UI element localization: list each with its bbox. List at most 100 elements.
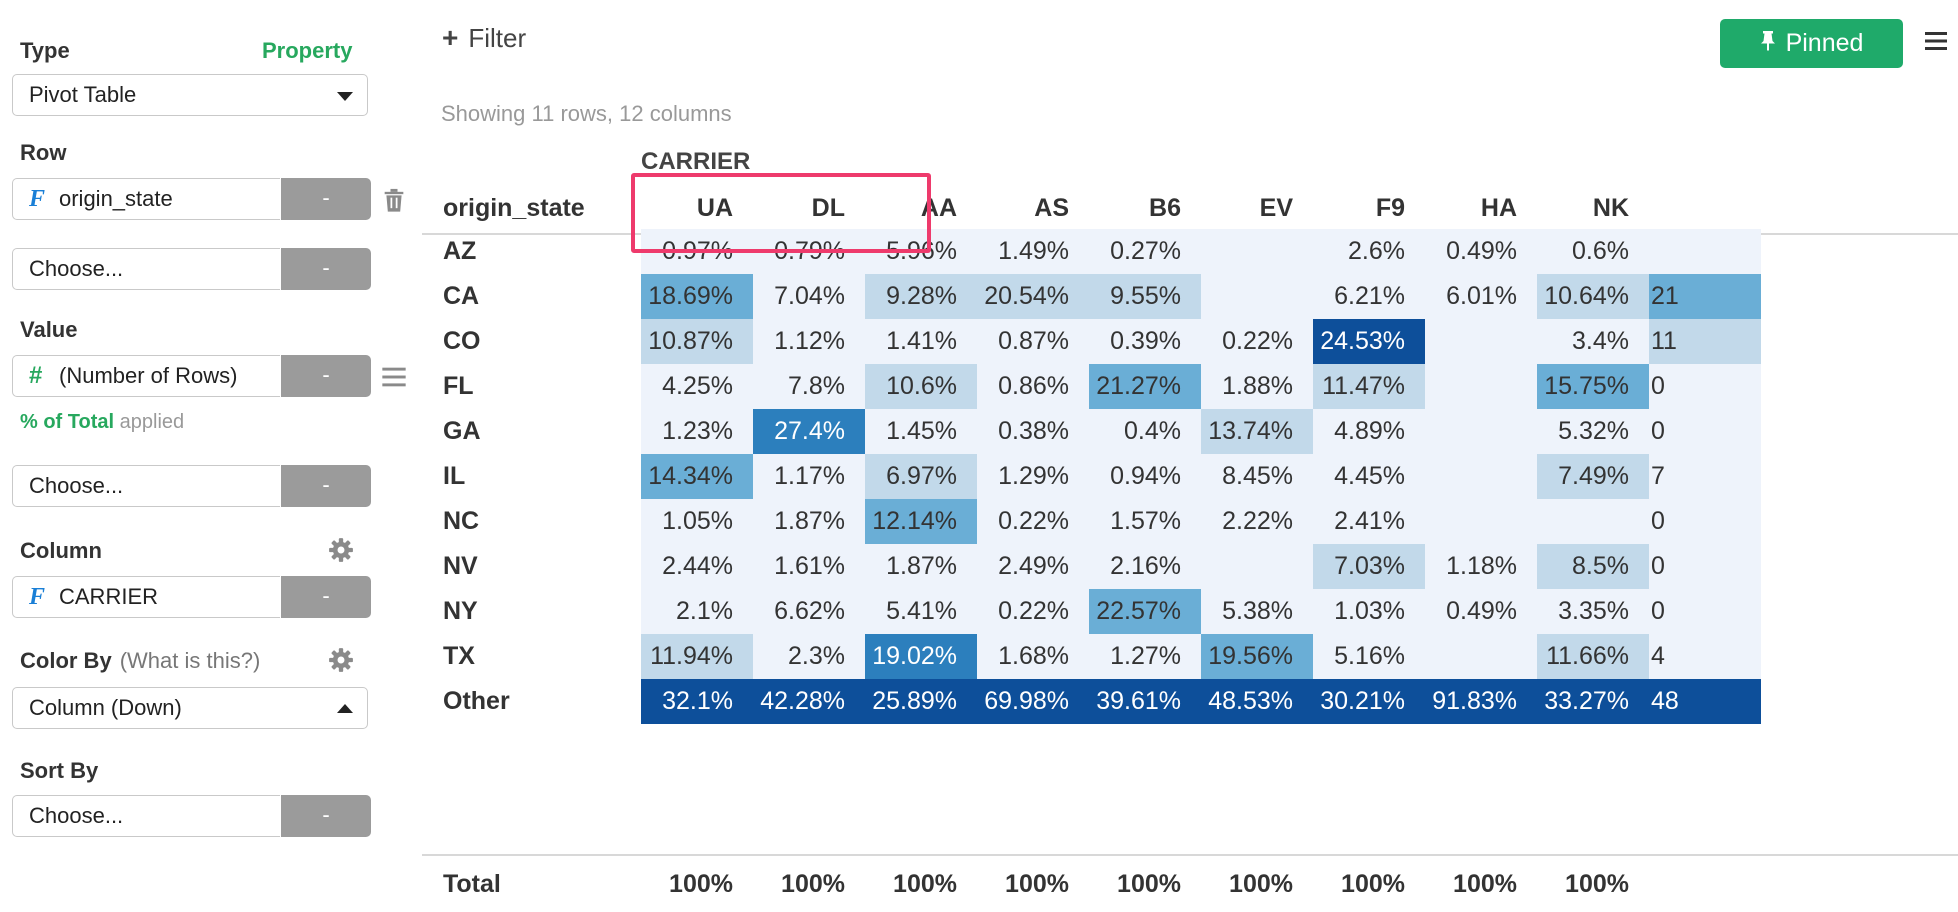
column-header[interactable]: EV [1259, 194, 1293, 222]
table-cell: 2.16% [1089, 544, 1201, 589]
table-cell: 1.68% [977, 634, 1089, 679]
color-by-select[interactable]: Column (Down) [12, 687, 368, 729]
type-select[interactable]: Pivot Table [12, 74, 368, 116]
table-cell: 18.69% [641, 274, 753, 319]
color-by-label: Color By (What is this?) [20, 648, 260, 674]
table-cell: 0.27% [1089, 229, 1201, 274]
value-calculation-note[interactable]: % of Total applied [20, 411, 184, 434]
row-label: NC [443, 507, 480, 535]
sort-by-label: Sort By [20, 758, 99, 783]
row-field-name: origin_state [59, 186, 173, 211]
filter-label: Filter [468, 23, 527, 53]
property-link[interactable]: Property [262, 38, 353, 63]
row-label: CA [443, 282, 480, 310]
filter-button[interactable]: + Filter [442, 22, 526, 54]
dropdown-arrow-icon [337, 92, 353, 101]
column-header[interactable]: AS [1034, 194, 1069, 222]
gear-icon[interactable] [328, 647, 354, 673]
value-remove-button[interactable]: - [281, 355, 371, 397]
list-icon[interactable] [380, 363, 408, 391]
table-cell: 3.4% [1537, 319, 1649, 364]
table-cell: 2.1% [641, 589, 753, 634]
table-cell: 5.16% [1313, 634, 1425, 679]
column-field-name: CARRIER [59, 584, 159, 609]
table-cell: 8.45% [1201, 454, 1313, 499]
table-cell: 1.41% [865, 319, 977, 364]
row-label: AZ [443, 237, 477, 265]
row-choose-remove-button[interactable]: - [281, 248, 371, 290]
total-cell: 100% [669, 870, 733, 898]
pinned-button[interactable]: Pinned [1720, 19, 1903, 68]
table-cell: 0.6% [1537, 229, 1649, 274]
table-cell: 0.22% [1201, 319, 1313, 364]
trash-icon[interactable] [380, 186, 408, 214]
value-field[interactable]: # (Number of Rows) [12, 355, 280, 397]
column-header[interactable]: B6 [1149, 194, 1181, 222]
table-cell: 1.29% [977, 454, 1089, 499]
pinned-label: Pinned [1785, 29, 1864, 57]
row-remove-button[interactable]: - [281, 178, 371, 220]
column-header[interactable]: HA [1480, 194, 1517, 222]
table-cell: 5.41% [865, 589, 977, 634]
table-cell: 19.02% [865, 634, 977, 679]
row-header-label: origin_state [443, 194, 585, 222]
sort-choose-field[interactable]: Choose... [12, 795, 280, 837]
pct-total-link[interactable]: % of Total [20, 411, 115, 433]
type-select-value: Pivot Table [29, 82, 137, 107]
table-cell: 6.97% [865, 454, 977, 499]
table-cell: 1.49% [977, 229, 1089, 274]
table-cell: 0.86% [977, 364, 1089, 409]
gear-icon[interactable] [328, 537, 354, 563]
table-cell: 39.61% [1089, 679, 1201, 724]
table-cell: 0.49% [1425, 229, 1537, 274]
total-cell: 100% [1005, 870, 1069, 898]
table-cell: 7.49% [1537, 454, 1649, 499]
table-cell: 8.5% [1537, 544, 1649, 589]
pin-icon [1760, 31, 1775, 51]
color-by-help-link[interactable]: (What is this?) [119, 648, 261, 673]
table-cell: 11.66% [1537, 634, 1649, 679]
table-cell: 11 [1649, 319, 1761, 364]
table-cell: 0.39% [1089, 319, 1201, 364]
total-cell: 100% [1341, 870, 1405, 898]
table-cell: 5.38% [1201, 589, 1313, 634]
total-cell: 100% [1453, 870, 1517, 898]
total-cell: 100% [1117, 870, 1181, 898]
table-cell: 91.83% [1425, 679, 1537, 724]
table-cell: 0.94% [1089, 454, 1201, 499]
column-header[interactable]: UA [696, 194, 733, 222]
sort-remove-button[interactable]: - [281, 795, 371, 837]
menu-icon[interactable] [1925, 30, 1947, 52]
sort-choose-placeholder: Choose... [29, 803, 124, 828]
value-field-name: (Number of Rows) [59, 363, 238, 388]
column-header[interactable]: F9 [1375, 194, 1405, 222]
column-header[interactable]: AA [920, 194, 957, 222]
table-cell: 6.21% [1313, 274, 1425, 319]
table-cell: 0 [1649, 589, 1761, 634]
total-cell [1649, 856, 1761, 912]
table-cell: 7.03% [1313, 544, 1425, 589]
table-cell: 1.57% [1089, 499, 1201, 544]
column-remove-button[interactable]: - [281, 576, 371, 618]
value-choose-placeholder: Choose... [29, 473, 124, 498]
table-cell: 4.45% [1313, 454, 1425, 499]
row-choose-field[interactable]: Choose... [12, 248, 280, 290]
table-cell: 5.32% [1537, 409, 1649, 454]
table-cell: 24.53% [1313, 319, 1425, 364]
total-cell: 100% [1565, 870, 1629, 898]
table-cell: 48 [1649, 679, 1761, 724]
value-choose-remove-button[interactable]: - [281, 465, 371, 507]
column-header[interactable] [1649, 180, 1761, 236]
value-choose-field[interactable]: Choose... [12, 465, 280, 507]
table-cell: 0 [1649, 364, 1761, 409]
total-label: Total [443, 870, 501, 898]
table-cell: 2.22% [1201, 499, 1313, 544]
column-field[interactable]: F CARRIER [12, 576, 280, 618]
table-cell: 1.45% [865, 409, 977, 454]
column-header[interactable]: NK [1592, 194, 1629, 222]
column-header[interactable]: DL [811, 194, 845, 222]
table-cell: 0 [1649, 409, 1761, 454]
column-label: Column [20, 538, 102, 563]
